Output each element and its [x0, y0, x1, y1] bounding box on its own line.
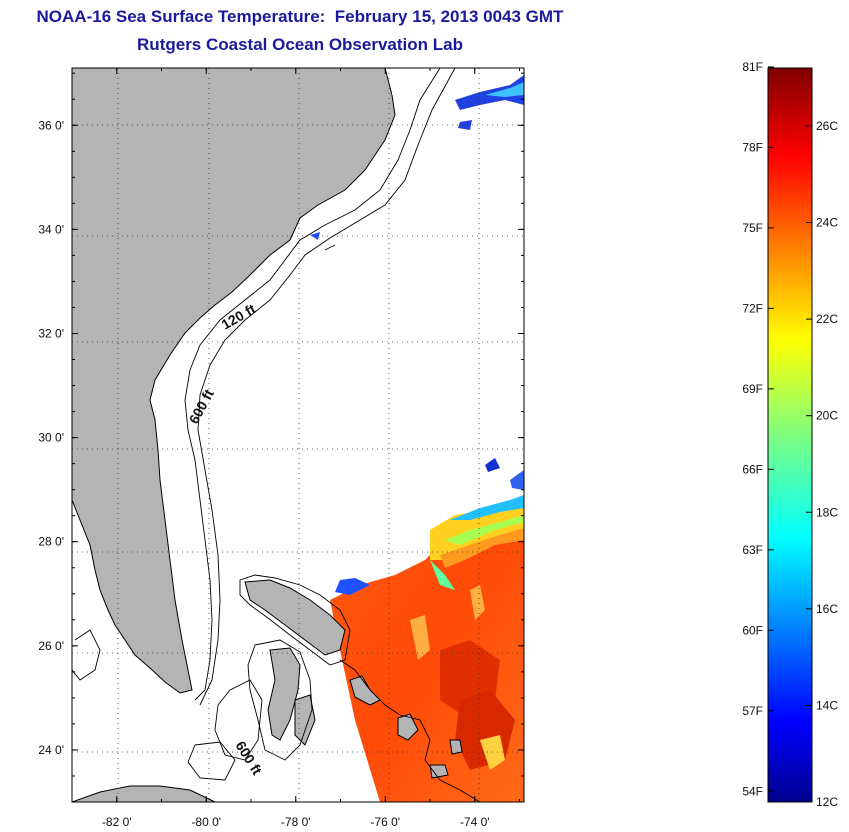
colorbar-fahrenheit-label: 60F [742, 623, 763, 637]
x-tick-label: -76 0' [370, 815, 400, 829]
colorbar-fahrenheit-label: 57F [742, 704, 763, 718]
colorbar-celsius-label: 18C [816, 505, 838, 519]
x-tick-label: -82 0' [102, 815, 132, 829]
colorbar-celsius-label: 22C [816, 312, 838, 326]
y-tick-label: 30 0' [38, 431, 64, 445]
colorbar: 81F 78F 75F 72F 69F 66F 63F 60F 57F 54F 26C 24C 22C 2… [742, 60, 838, 809]
land-layer [72, 68, 463, 802]
sst-data-layer [270, 75, 524, 802]
x-tick-label: -74 0' [460, 815, 490, 829]
y-tick-label: 34 0' [38, 222, 64, 236]
colorbar-fahrenheit-label: 69F [742, 382, 763, 396]
y-tick-label: 28 0' [38, 535, 64, 549]
colorbar-gradient [768, 68, 812, 802]
colorbar-celsius-label: 12C [816, 795, 838, 809]
colorbar-celsius-label: 26C [816, 119, 838, 133]
bathymetry-contours [72, 68, 481, 802]
x-tick-label: -78 0' [281, 815, 311, 829]
graticule [72, 68, 524, 802]
colorbar-celsius-label: 14C [816, 698, 838, 712]
colorbar-fahrenheit-label: 63F [742, 543, 763, 557]
colorbar-fahrenheit-label: 78F [742, 140, 763, 154]
colorbar-frame [767, 67, 813, 803]
plot-frame [71, 67, 525, 803]
colorbar-fahrenheit-label: 81F [742, 60, 763, 74]
colorbar-fahrenheit-label: 66F [742, 462, 763, 476]
map-title: NOAA-16 Sea Surface Temperature: Februar… [36, 7, 564, 26]
colorbar-celsius-label: 24C [816, 216, 838, 230]
y-tick-label: 32 0' [38, 326, 64, 340]
y-tick-label: 24 0' [38, 743, 64, 757]
colorbar-fahrenheit-label: 72F [742, 301, 763, 315]
x-tick-label: -80 0' [191, 815, 221, 829]
map-axes: -82 0' -80 0' -78 0' -76 0' -74 0' 36 0' 34 0'… [38, 68, 524, 829]
colorbar-fahrenheit-label: 75F [742, 221, 763, 235]
colorbar-celsius-label: 20C [816, 409, 838, 423]
colorbar-fahrenheit-label: 54F [742, 784, 763, 798]
y-tick-label: 36 0' [38, 118, 64, 132]
colorbar-celsius-label: 16C [816, 602, 838, 616]
map-subtitle: Rutgers Coastal Ocean Observation Lab [137, 35, 463, 54]
y-tick-label: 26 0' [38, 639, 64, 653]
